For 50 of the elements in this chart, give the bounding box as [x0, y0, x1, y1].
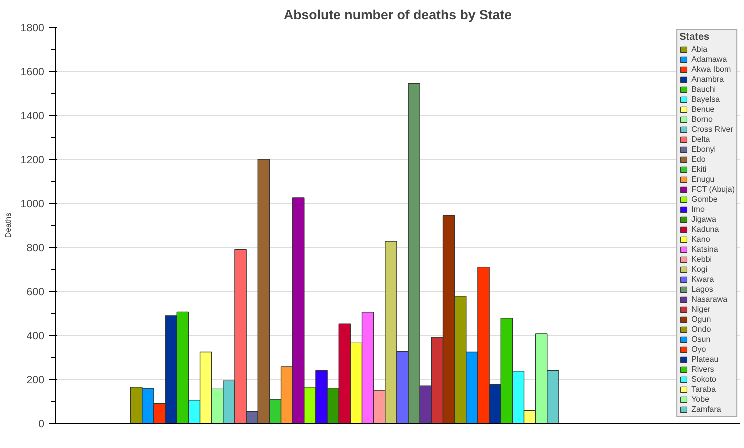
legend-label: Osun: [692, 335, 712, 344]
legend-label: Borno: [692, 115, 713, 124]
legend-label: Kaduna: [692, 225, 720, 234]
legend-label: Katsina: [692, 245, 718, 254]
legend-label: Plateau: [692, 355, 719, 364]
legend-label: Rivers: [692, 365, 714, 374]
legend-label: Ondo: [692, 325, 712, 334]
legend-label: Cross River: [692, 125, 734, 134]
y-tick-label: 1800: [20, 22, 45, 34]
legend-label: Enugu: [692, 175, 715, 184]
legend-label: Bauchi: [692, 85, 716, 94]
legend-label: Sokoto: [692, 375, 716, 384]
legend-label: Kwara: [692, 275, 714, 284]
legend-label: Ogun: [692, 315, 712, 324]
y-tick-label: 1600: [20, 66, 45, 78]
y-tick-label: 0: [38, 418, 45, 430]
legend-label: Zamfara: [692, 405, 722, 414]
legend-title: States: [680, 32, 711, 43]
legend-label: Abia: [692, 45, 709, 54]
legend-label: Adamawa: [692, 55, 728, 64]
legend-label: Kano: [692, 235, 712, 244]
y-tick-label: 600: [26, 286, 45, 298]
y-tick-label: 1200: [20, 154, 45, 166]
y-tick-label: 1400: [20, 110, 45, 122]
legend-label: Gombe: [692, 195, 718, 204]
legend-label: Delta: [692, 135, 712, 144]
legend-label: Akwa Ibom: [692, 65, 732, 74]
legend-label: Edo: [692, 155, 707, 164]
legend-label: Niger: [692, 305, 712, 314]
legend-label: Yobe: [692, 395, 711, 404]
legend-label: Kogi: [692, 265, 709, 274]
y-tick-label: 800: [26, 242, 45, 254]
legend-label: Imo: [692, 205, 706, 214]
legend-label: Oyo: [692, 345, 708, 354]
y-axis-title: Deaths: [4, 212, 13, 238]
legend-label: Ekiti: [692, 165, 708, 174]
legend-label: Jigawa: [692, 215, 716, 224]
legend-label: Ebonyi: [692, 145, 716, 154]
legend-label: FCT (Abuja): [692, 185, 735, 194]
y-tick-label: 200: [26, 374, 45, 386]
chart-title: Absolute number of deaths by State: [284, 8, 512, 22]
y-tick-label: 400: [26, 330, 45, 342]
legend-label: Lagos: [692, 285, 714, 294]
legend-label: Kebbi: [692, 255, 712, 264]
legend-label: Bayelsa: [692, 95, 720, 104]
legend-label: Nasarawa: [692, 295, 728, 304]
legend-label: Taraba: [692, 385, 716, 394]
y-tick-label: 1000: [20, 198, 45, 210]
legend-label: Benue: [692, 105, 715, 114]
legend-label: Anambra: [692, 75, 724, 84]
